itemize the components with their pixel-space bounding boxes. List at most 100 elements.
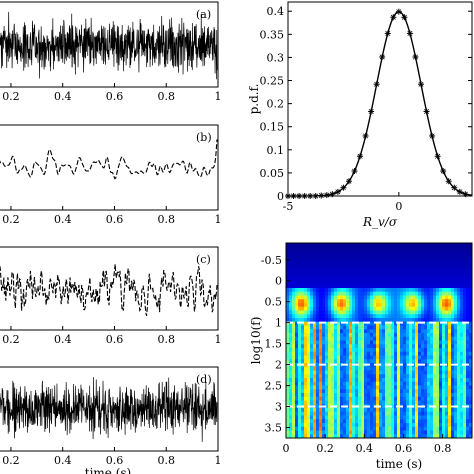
heatmap-cell bbox=[445, 340, 449, 345]
heatmap-cell bbox=[337, 310, 341, 315]
heatmap-cell bbox=[418, 318, 422, 323]
heatmap-cell bbox=[400, 243, 404, 248]
heatmap-cell bbox=[385, 393, 389, 398]
heatmap-cell bbox=[349, 419, 353, 424]
heatmap-cell bbox=[316, 351, 320, 356]
heatmap-cell bbox=[433, 359, 437, 364]
heatmap-cell bbox=[373, 419, 377, 424]
heatmap-cell bbox=[388, 299, 392, 304]
heatmap-cell bbox=[331, 333, 335, 338]
heatmap-cell bbox=[469, 378, 472, 383]
heatmap-cell bbox=[364, 265, 368, 270]
heatmap-cell bbox=[454, 381, 458, 386]
heatmap-cell bbox=[430, 265, 434, 270]
heatmap-cell bbox=[328, 306, 332, 311]
heatmap-cell bbox=[457, 265, 461, 270]
heatmap-cell bbox=[340, 340, 344, 345]
heatmap-cell bbox=[355, 370, 359, 375]
heatmap-cell bbox=[349, 288, 353, 293]
heatmap-cell bbox=[361, 344, 365, 349]
heatmap-cell bbox=[331, 348, 335, 353]
heatmap-cell bbox=[322, 344, 326, 349]
heatmap-cell bbox=[358, 258, 362, 263]
heatmap-cell bbox=[286, 355, 290, 360]
heatmap-cell bbox=[292, 363, 296, 368]
heatmap-cell bbox=[289, 378, 293, 383]
heatmap-cell bbox=[346, 374, 350, 379]
heatmap-cell bbox=[325, 393, 329, 398]
heatmap-cell bbox=[421, 336, 425, 341]
heatmap-cell bbox=[448, 374, 452, 379]
heatmap-cell bbox=[319, 333, 323, 338]
heatmap-cell bbox=[439, 381, 443, 386]
heatmap-cell bbox=[466, 370, 470, 375]
heatmap-cell bbox=[400, 329, 404, 334]
heatmap-cell bbox=[394, 276, 398, 281]
heatmap-cell bbox=[298, 303, 302, 308]
heatmap-cell bbox=[466, 344, 470, 349]
heatmap-cell bbox=[397, 434, 401, 438]
data-marker bbox=[362, 132, 369, 139]
x-tick-label: 1 bbox=[215, 333, 222, 346]
heatmap-cell bbox=[403, 396, 407, 401]
heatmap-cell bbox=[364, 299, 368, 304]
heatmap-cell bbox=[298, 411, 302, 416]
heatmap-cell bbox=[364, 243, 368, 248]
heatmap-cell bbox=[289, 276, 293, 281]
heatmap-cell bbox=[442, 344, 446, 349]
heatmap-cell bbox=[286, 381, 290, 386]
heatmap-cell bbox=[397, 423, 401, 428]
signal-trace bbox=[0, 264, 218, 317]
heatmap-cell bbox=[295, 434, 299, 438]
heatmap-cell bbox=[364, 321, 368, 326]
heatmap-cell bbox=[418, 306, 422, 311]
heatmap-cell bbox=[445, 299, 449, 304]
heatmap-cell bbox=[379, 333, 383, 338]
heatmap-cell bbox=[373, 400, 377, 405]
heatmap-cell bbox=[286, 396, 290, 401]
heatmap-cell bbox=[448, 344, 452, 349]
heatmap-cell bbox=[328, 415, 332, 420]
heatmap-cell bbox=[343, 378, 347, 383]
heatmap-cell bbox=[394, 430, 398, 435]
heatmap-cell bbox=[349, 303, 353, 308]
heatmap-cell bbox=[430, 261, 434, 266]
heatmap-cell bbox=[328, 291, 332, 296]
heatmap-cell bbox=[295, 378, 299, 383]
heatmap-cell bbox=[355, 374, 359, 379]
heatmap-cell bbox=[466, 426, 470, 431]
heatmap-cell bbox=[436, 254, 440, 259]
heatmap-cell bbox=[307, 378, 311, 383]
heatmap-cell bbox=[298, 261, 302, 266]
heatmap-cell bbox=[298, 314, 302, 319]
heatmap-cell bbox=[451, 321, 455, 326]
x-axis-label: time (s) bbox=[85, 466, 131, 474]
heatmap-cell bbox=[421, 250, 425, 255]
heatmap-cell bbox=[307, 344, 311, 349]
heatmap-cell bbox=[451, 359, 455, 364]
heatmap-cell bbox=[325, 284, 329, 289]
x-tick-label: 0.6 bbox=[395, 442, 413, 455]
heatmap-cell bbox=[439, 378, 443, 383]
heatmap-cell bbox=[301, 325, 305, 330]
heatmap-cell bbox=[454, 265, 458, 270]
heatmap-cell bbox=[454, 378, 458, 383]
heatmap-cell bbox=[343, 366, 347, 371]
heatmap-cell bbox=[403, 306, 407, 311]
heatmap-cell bbox=[427, 396, 431, 401]
heatmap-cell bbox=[349, 314, 353, 319]
heatmap-cell bbox=[340, 411, 344, 416]
heatmap-cell bbox=[340, 295, 344, 300]
heatmap-cell bbox=[307, 258, 311, 263]
heatmap-cell bbox=[412, 434, 416, 438]
heatmap-cell bbox=[451, 351, 455, 356]
heatmap-cell bbox=[451, 325, 455, 330]
heatmap-cell bbox=[439, 321, 443, 326]
heatmap-cell bbox=[289, 258, 293, 263]
heatmap-cell bbox=[430, 243, 434, 248]
heatmap-cell bbox=[388, 370, 392, 375]
heatmap-cell bbox=[367, 411, 371, 416]
heatmap-cell bbox=[400, 325, 404, 330]
heatmap-cell bbox=[415, 434, 419, 438]
heatmap-cell bbox=[412, 408, 416, 413]
